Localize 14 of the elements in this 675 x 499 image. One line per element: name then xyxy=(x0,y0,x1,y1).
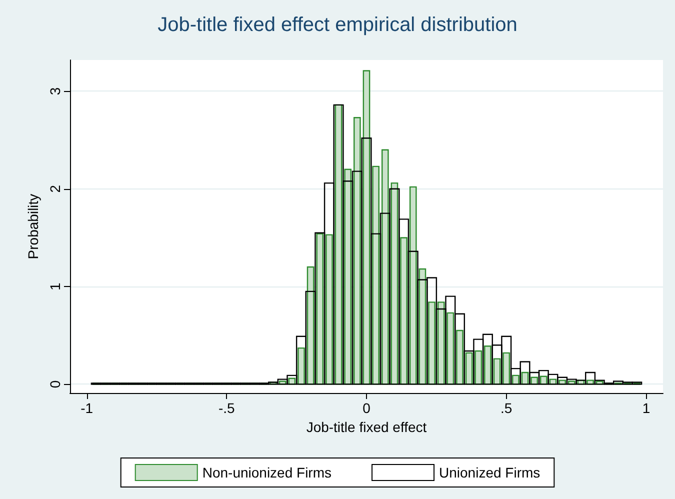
chart-title: Job-title fixed effect empirical distribution xyxy=(158,14,518,36)
y-tick-label: 1 xyxy=(47,282,63,290)
x-tick-label: .5 xyxy=(500,400,512,416)
x-tick-label: 1 xyxy=(642,400,650,416)
legend-label: Unionized Firms xyxy=(439,464,540,480)
x-tick-label: -1 xyxy=(80,400,94,416)
legend-label: Non-unionized Firms xyxy=(202,464,332,480)
x-tick-label: 0 xyxy=(362,400,371,416)
y-tick-label: 2 xyxy=(47,184,63,193)
y-tick-label: 0 xyxy=(47,380,63,388)
x-axis-title: Job-title fixed effect xyxy=(306,418,427,435)
x-tick-label: -.5 xyxy=(218,400,236,416)
y-tick-label: 3 xyxy=(47,87,63,96)
y-axis-title: Probability xyxy=(25,194,41,260)
